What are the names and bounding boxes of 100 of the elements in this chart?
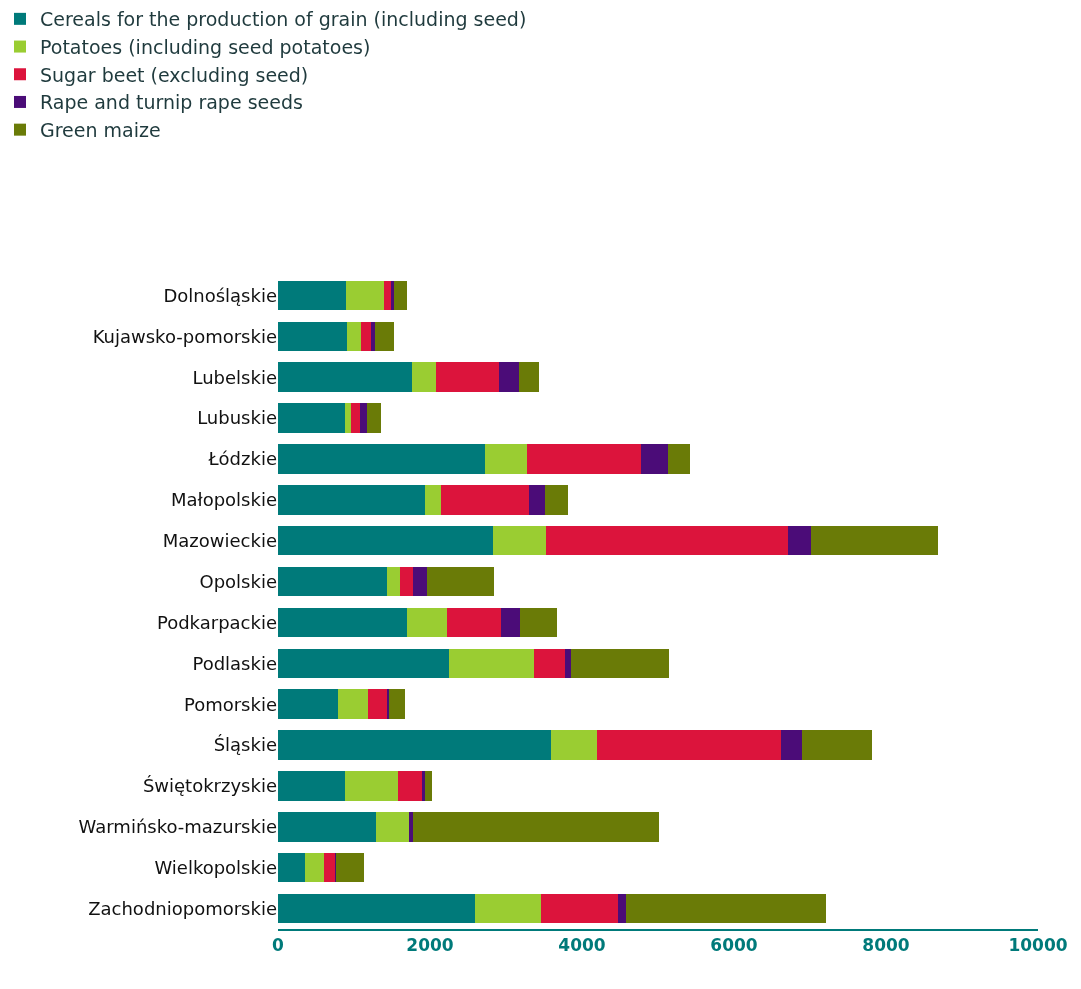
y-tick-label: Dolnośląskie bbox=[163, 284, 277, 306]
bar bbox=[278, 689, 339, 719]
y-tick-label: Warmińsko-mazurskie bbox=[78, 816, 277, 838]
bar bbox=[278, 321, 348, 352]
y-tick-label: Podkarpackie bbox=[156, 611, 277, 633]
bar bbox=[366, 403, 381, 433]
y-tick-label: Wielkopolskie bbox=[154, 856, 277, 878]
y-tick-label: Kujawsko-pomorskie bbox=[92, 325, 277, 347]
bar bbox=[474, 893, 541, 924]
bar bbox=[441, 485, 529, 515]
bar bbox=[278, 852, 306, 883]
bar bbox=[278, 730, 551, 760]
x-tick-label: 2000 bbox=[406, 935, 454, 956]
bar bbox=[398, 771, 423, 801]
legend-label: Cereals for the production of grain (including seed) bbox=[40, 8, 527, 31]
bar bbox=[597, 730, 782, 760]
bar bbox=[526, 444, 641, 474]
bar bbox=[519, 607, 557, 638]
bar bbox=[550, 730, 598, 760]
bar bbox=[360, 403, 367, 433]
bar bbox=[347, 321, 361, 352]
bar bbox=[413, 566, 427, 597]
bar bbox=[408, 812, 413, 842]
x-tick-label: 10000 bbox=[1008, 935, 1068, 956]
y-tick-label: Mazowieckie bbox=[162, 529, 277, 551]
y-tick-label: Świętokrzyskie bbox=[142, 775, 277, 797]
bar bbox=[412, 812, 659, 842]
bar bbox=[422, 771, 426, 801]
bar bbox=[374, 321, 395, 352]
bar bbox=[335, 852, 364, 883]
bar bbox=[338, 689, 368, 719]
y-tick-label: Śląskie bbox=[213, 734, 277, 756]
bar bbox=[570, 648, 670, 679]
bar bbox=[278, 403, 345, 433]
bar bbox=[278, 648, 449, 679]
bar bbox=[278, 771, 345, 801]
bar bbox=[278, 525, 494, 556]
bar bbox=[426, 566, 494, 597]
x-tick-label: 0 bbox=[272, 935, 285, 956]
bar bbox=[640, 444, 668, 474]
bar bbox=[500, 607, 520, 638]
legend-label: Rape and turnip rape seeds bbox=[40, 91, 303, 114]
bar bbox=[787, 525, 811, 556]
legend-label: Potatoes (including seed potatoes) bbox=[40, 35, 371, 58]
bar bbox=[449, 648, 535, 679]
bar bbox=[540, 893, 618, 924]
y-tick-label: Małopolskie bbox=[170, 489, 277, 511]
bar bbox=[376, 812, 409, 842]
bar bbox=[546, 525, 788, 556]
bar bbox=[350, 403, 361, 433]
x-tick-label: 4000 bbox=[558, 935, 606, 956]
bar bbox=[278, 893, 475, 924]
bar bbox=[626, 893, 826, 924]
bar bbox=[407, 607, 448, 638]
y-tick-label: Pomorskie bbox=[183, 693, 277, 715]
y-tick-label: Podlaskie bbox=[192, 652, 277, 674]
bar bbox=[367, 689, 387, 719]
bar bbox=[305, 852, 325, 883]
bar bbox=[802, 730, 873, 760]
bar bbox=[528, 485, 545, 515]
bar bbox=[667, 444, 690, 474]
bar bbox=[565, 648, 571, 679]
legend-label: Sugar beet (excluding seed) bbox=[40, 63, 309, 86]
bar bbox=[324, 852, 335, 883]
bar bbox=[344, 771, 399, 801]
bar bbox=[447, 607, 501, 638]
bar bbox=[386, 566, 401, 597]
bar bbox=[278, 812, 377, 842]
bar bbox=[436, 362, 500, 392]
bar bbox=[278, 485, 426, 515]
bar bbox=[278, 280, 346, 311]
bar bbox=[810, 525, 939, 556]
bar bbox=[386, 689, 389, 719]
bar bbox=[344, 403, 351, 433]
bar bbox=[499, 362, 519, 392]
x-tick-label: 8000 bbox=[862, 935, 910, 956]
legend-label: Green maize bbox=[40, 119, 161, 142]
y-tick-label: Łódzkie bbox=[207, 448, 277, 470]
bar bbox=[345, 280, 385, 311]
bar bbox=[278, 607, 408, 638]
bar bbox=[425, 485, 442, 515]
bar bbox=[278, 566, 387, 597]
bar bbox=[518, 362, 539, 392]
bar bbox=[370, 321, 375, 352]
bar bbox=[534, 648, 566, 679]
y-tick-label: Lubuskie bbox=[197, 407, 277, 429]
y-tick-label: Opolskie bbox=[199, 570, 277, 592]
bar bbox=[425, 771, 432, 801]
bar bbox=[400, 566, 414, 597]
x-tick-label: 6000 bbox=[710, 935, 758, 956]
bar bbox=[493, 525, 547, 556]
bar bbox=[393, 280, 408, 311]
bar bbox=[278, 444, 485, 474]
bar bbox=[278, 362, 412, 392]
bar bbox=[781, 730, 803, 760]
bar bbox=[388, 689, 405, 719]
bar bbox=[544, 485, 568, 515]
y-tick-label: Zachodniopomorskie bbox=[88, 897, 277, 919]
bar bbox=[384, 280, 392, 311]
y-tick-label: Lubelskie bbox=[192, 366, 277, 388]
